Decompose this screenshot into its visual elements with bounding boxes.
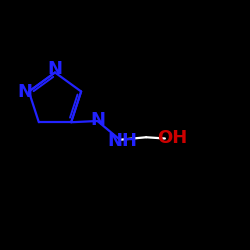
Text: N: N bbox=[48, 60, 62, 78]
Text: NH: NH bbox=[107, 132, 137, 150]
Text: N: N bbox=[18, 82, 32, 100]
Text: OH: OH bbox=[157, 130, 188, 148]
Text: N: N bbox=[90, 111, 106, 129]
